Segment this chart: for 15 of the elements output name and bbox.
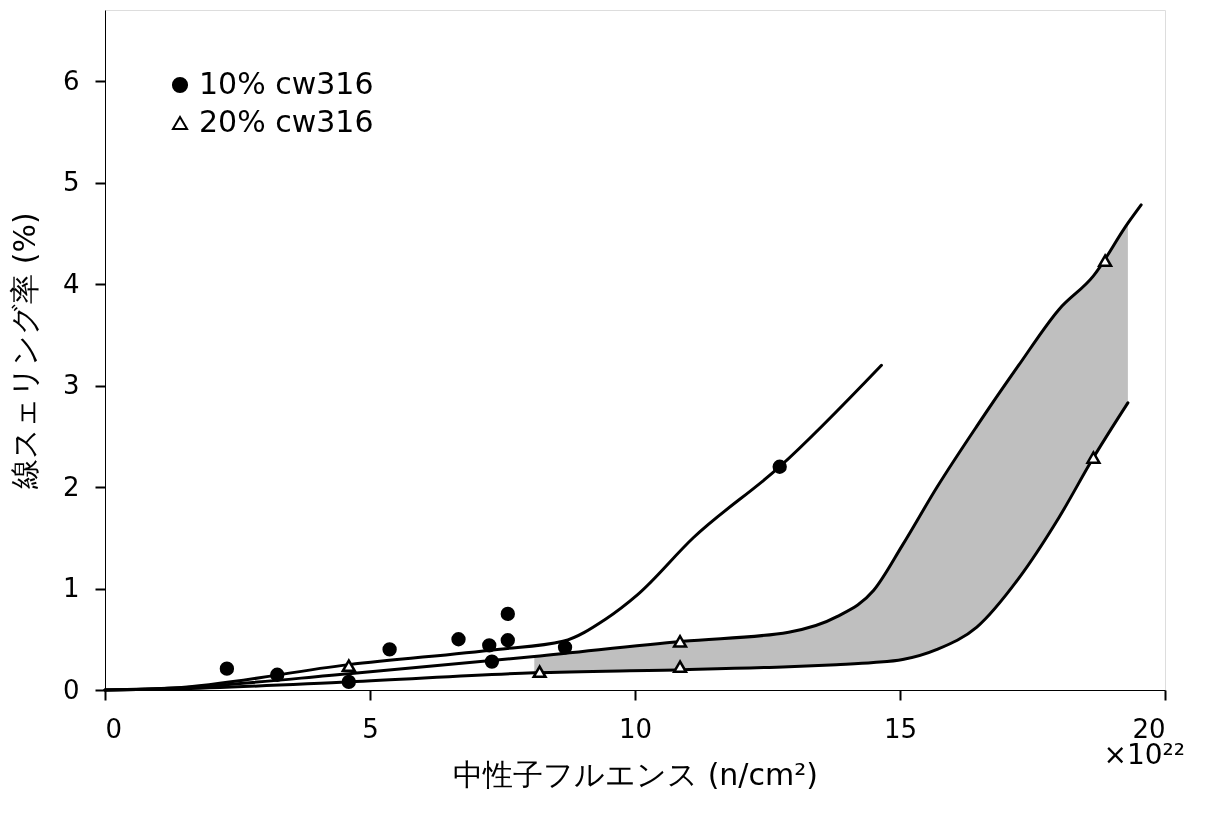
x-tick-label: 10 <box>618 713 653 744</box>
x-axis-title: 中性子フルエンス (n/cm²) <box>453 756 818 792</box>
y-tick-label: 5 <box>62 167 80 198</box>
y-tick-label: 1 <box>62 573 80 604</box>
y-tick-label: 4 <box>62 268 80 299</box>
y-axis-title: 線スェリング率 (%) <box>6 212 42 490</box>
y-tick-label: 6 <box>62 65 80 96</box>
y-tick-label: 3 <box>62 370 80 401</box>
legend-label: 20% cw316 <box>199 104 374 139</box>
y-tick-label: 2 <box>62 471 80 502</box>
y-tick-label: 0 <box>62 674 80 705</box>
x-tick-label: 5 <box>362 713 379 744</box>
x-tick-label: 15 <box>883 713 918 744</box>
legend-label: 10% cw316 <box>199 66 374 101</box>
x-tick-label: 0 <box>105 713 123 744</box>
